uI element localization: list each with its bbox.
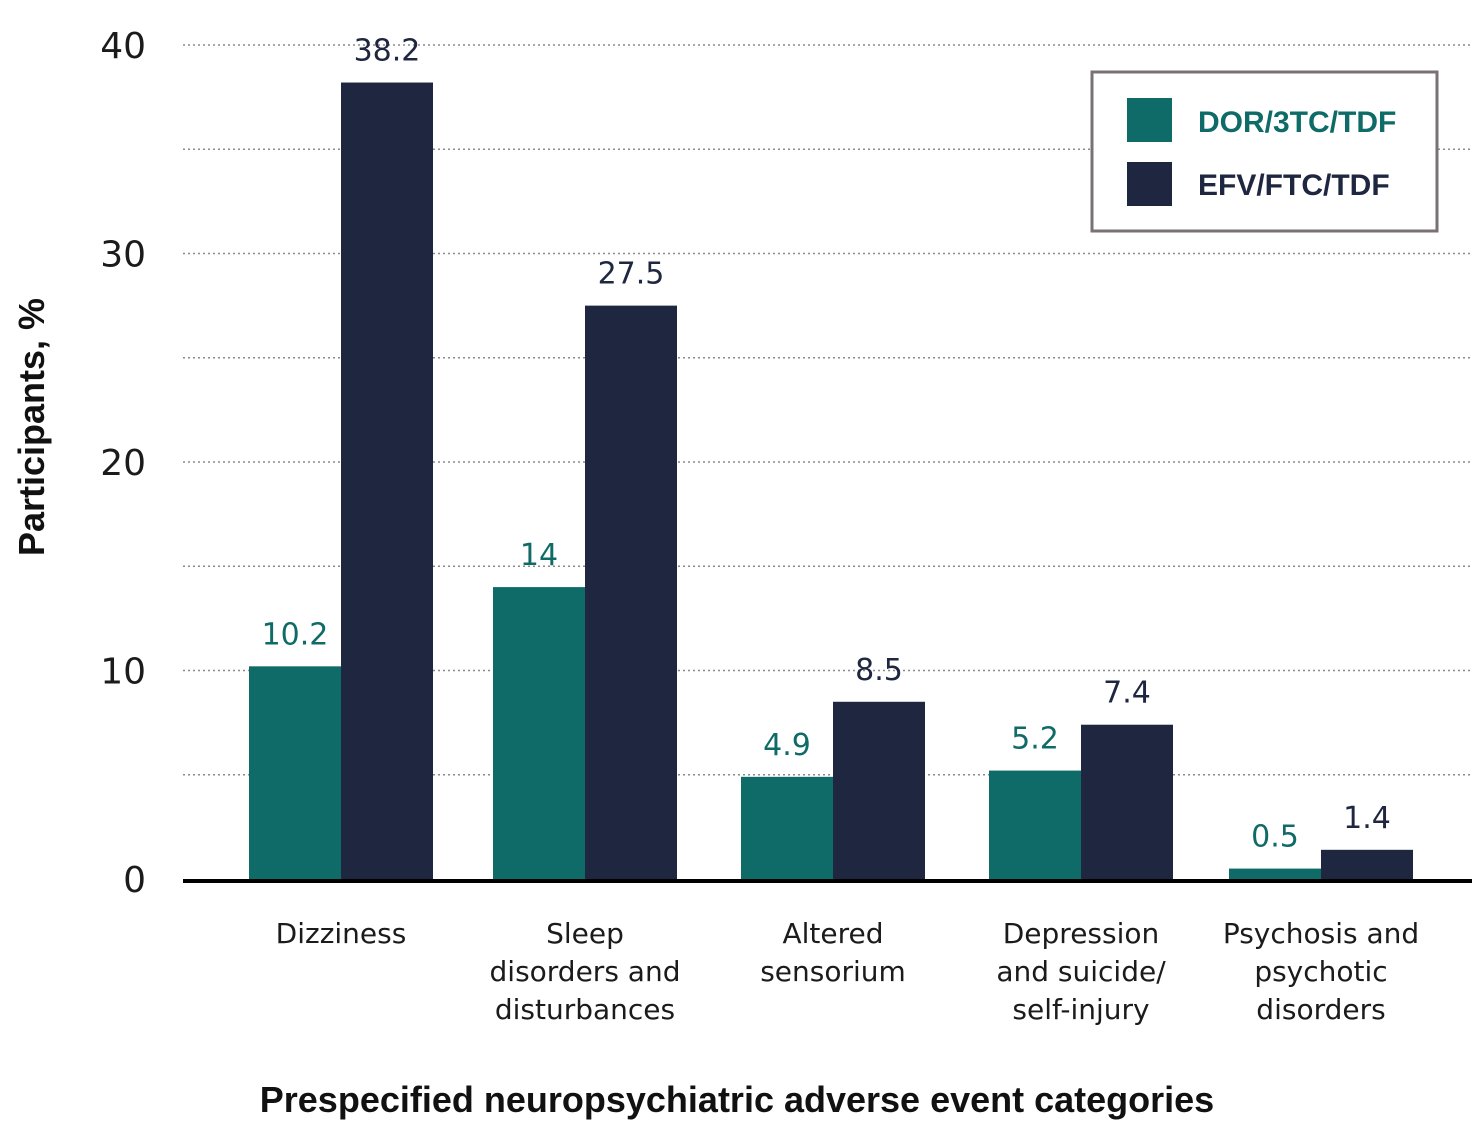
data-label: 8.5 [855, 653, 903, 688]
bar [493, 587, 585, 879]
data-label: 7.4 [1103, 676, 1151, 711]
bar [833, 701, 925, 879]
legend-label-dor: DOR/3TC/TDF [1198, 106, 1396, 139]
x-axis-title: Prespecified neuropsychiatric adverse ev… [260, 1079, 1214, 1120]
legend-frame [1090, 70, 1439, 233]
bar [249, 666, 341, 879]
legend-swatch-dor [1127, 98, 1172, 142]
data-label: 4.9 [763, 728, 811, 763]
legend: DOR/3TC/TDF EFV/FTC/TDF [1090, 70, 1439, 233]
legend-swatch-efv [1127, 162, 1172, 206]
data-labels: 10.2 38.2 14 27.5 4.9 8.5 5.2 7.4 0.5 1.4 [262, 34, 1391, 855]
x-tick-label: Dizziness [276, 917, 407, 950]
y-tick-label: 40 [100, 26, 146, 67]
bar [1229, 868, 1321, 879]
y-tick-labels: 0 10 20 30 40 [100, 26, 146, 901]
bar [585, 305, 677, 879]
data-label: 38.2 [354, 34, 421, 69]
y-tick-label: 10 [100, 652, 146, 693]
data-label: 5.2 [1011, 722, 1059, 757]
data-label: 27.5 [598, 257, 665, 292]
bar [741, 776, 833, 879]
x-tick-label: Psychosis and psychotic disorders [1223, 917, 1419, 1026]
legend-label-efv: EFV/FTC/TDF [1198, 169, 1390, 202]
data-label: 1.4 [1343, 801, 1391, 836]
bar [989, 770, 1081, 879]
bar [1321, 849, 1413, 879]
x-tick-label: Depression and suicide/self-injury [996, 917, 1166, 1026]
bars [249, 82, 1413, 879]
x-tick-labels: Dizziness Sleep disorders and disturbances A… [276, 917, 1420, 1026]
x-tick-label: Altered sensorium [760, 917, 906, 988]
bar [341, 82, 433, 879]
y-tick-label: 30 [100, 235, 146, 276]
y-axis-title: Participants, % [11, 298, 52, 556]
data-label: 14 [520, 538, 558, 573]
data-label: 10.2 [262, 617, 329, 652]
y-tick-label: 20 [100, 443, 146, 484]
x-tick-label: Sleep disorders and disturbances [490, 917, 681, 1026]
y-tick-label: 0 [123, 860, 146, 901]
data-label: 0.5 [1251, 820, 1299, 855]
bar [1081, 724, 1173, 879]
